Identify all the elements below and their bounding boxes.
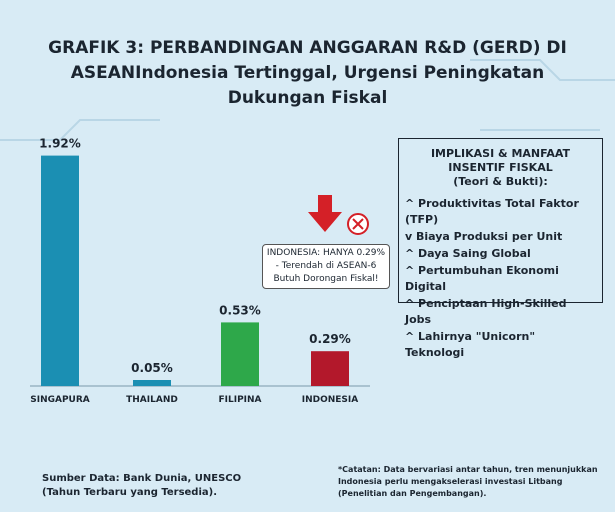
bar [133, 380, 171, 386]
x-tick-label: THAILAND [126, 395, 178, 405]
value-label: 1.92% [39, 137, 81, 151]
panel-item: ^ Penciptaan High-Skilled Jobs [405, 297, 567, 326]
footnote: *Catatan: Data bervariasi antar tahun, t… [338, 465, 598, 498]
x-tick-label: INDONESIA [302, 395, 359, 405]
bar [221, 322, 259, 386]
panel-heading: (Teori & Bukti): [453, 175, 548, 188]
x-tick-label: FILIPINA [218, 395, 261, 405]
panel-item: ^ Daya Saing Global [405, 247, 531, 260]
annotation-line: - Terendah di ASEAN-6 [275, 261, 377, 271]
panel-item: ^ Produktivitas Total Faktor (TFP) [405, 197, 579, 226]
panel-item: ^ Pertumbuhan Ekonomi Digital [405, 264, 559, 293]
cross-mark [352, 218, 364, 230]
value-label: 0.29% [309, 332, 351, 346]
panel-item: ^ Lahirnya "Unicorn" Teknologi [405, 330, 536, 359]
x-tick-label: SINGAPURA [30, 395, 90, 405]
circuit-decor [0, 59, 615, 141]
annotation: INDONESIA: HANYA 0.29% - Terendah di ASE… [262, 244, 390, 289]
panel-heading: INSENTIF FISKAL [448, 161, 553, 174]
panel-heading: IMPLIKASI & MANFAAT [430, 147, 571, 160]
value-label: 0.53% [219, 303, 261, 317]
side-panel: IMPLIKASI & MANFAAT INSENTIF FISKAL (Teo… [398, 138, 603, 359]
annotation-line: Butuh Dorongan Fiskal! [273, 274, 379, 284]
value-label: 0.05% [131, 361, 173, 375]
chart-title: GRAFIK 3: PERBANDINGAN ANGGARAN R&D (GER… [48, 38, 567, 108]
bar [311, 351, 349, 386]
bar [41, 155, 79, 386]
source-note: Sumber Data: Bank Dunia, UNESCO (Tahun T… [42, 473, 242, 498]
down-arrow [308, 195, 342, 232]
panel-item: v Biaya Produksi per Unit [405, 230, 563, 243]
annotation-line: INDONESIA: HANYA 0.29% [266, 248, 386, 258]
